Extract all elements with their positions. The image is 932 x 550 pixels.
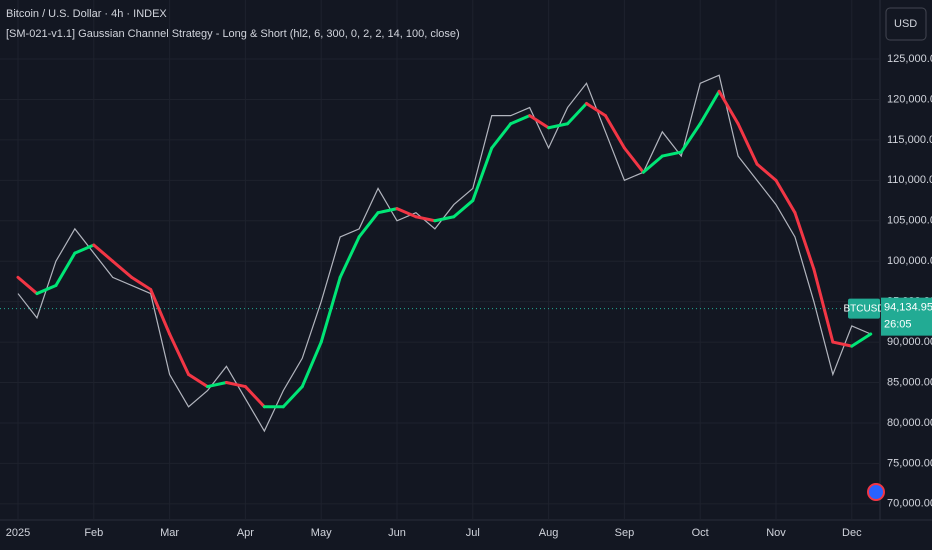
price-line [17, 74, 871, 433]
channel-segment [300, 340, 323, 389]
currency-button[interactable] [885, 7, 927, 41]
channel-segment [585, 102, 607, 118]
y-tick-label: 90,000.00 [887, 336, 932, 348]
x-tick-label: 2025 [6, 527, 30, 539]
channel-segment [243, 385, 266, 409]
channel-segment [281, 385, 304, 409]
y-tick-label: 80,000.00 [887, 417, 932, 429]
channel-segment [376, 207, 399, 215]
channel-segment [622, 146, 645, 174]
channel-segment [755, 162, 778, 182]
channel-segment [850, 332, 873, 348]
x-tick-label: Apr [237, 527, 254, 539]
channel-segment [206, 381, 228, 389]
channel-segment [736, 122, 759, 166]
y-tick-label: 85,000.00 [887, 376, 932, 388]
x-tick-label: Feb [84, 527, 103, 539]
strategy-label: [SM-021-v1.1] Gaussian Channel Strategy … [6, 28, 460, 40]
x-tick-label: Jun [388, 527, 406, 539]
channel-segment [187, 372, 209, 389]
y-tick-label: 75,000.00 [887, 457, 932, 469]
channel-segment [452, 199, 475, 219]
channel-segment [528, 114, 551, 130]
channel-segment [130, 275, 153, 292]
y-tick-label: 125,000.00 [887, 53, 932, 65]
flag-icon[interactable] [867, 483, 885, 501]
channel-segment [92, 243, 115, 263]
x-tick-label: Sep [615, 527, 635, 539]
channel-segment [603, 114, 626, 150]
x-tick-label: Nov [766, 527, 786, 539]
currency-label[interactable]: USD [894, 18, 917, 30]
y-tick-label: 110,000.00 [887, 174, 932, 186]
y-tick-label: 115,000.00 [887, 134, 932, 146]
channel-segment [111, 259, 134, 279]
channel-segment [224, 381, 247, 389]
countdown-label: 26:05 [884, 319, 912, 331]
y-tick-label: 105,000.00 [887, 215, 932, 227]
y-tick-label: 100,000.00 [887, 255, 932, 267]
x-tick-label: Mar [160, 527, 179, 539]
channel-segment [16, 275, 39, 296]
channel-segment [547, 122, 570, 130]
channel-segment [641, 154, 664, 174]
channel-segment [395, 207, 418, 219]
channel-segment [566, 102, 588, 126]
channel-segment [338, 235, 361, 279]
channel-segment [812, 267, 835, 344]
channel-segment [357, 211, 380, 239]
price-badge [881, 297, 932, 336]
channel-segment [509, 114, 532, 126]
symbol-badge [848, 298, 880, 319]
chart-title: Bitcoin / U.S. Dollar · 4h · INDEX [6, 8, 167, 20]
channel-segment [433, 215, 456, 223]
channel-segment [774, 178, 797, 215]
x-tick-label: Dec [842, 527, 862, 539]
channel-segment [698, 89, 721, 126]
channel-segment [149, 288, 172, 336]
channel-segment [73, 243, 96, 255]
last-price-label: 94,134.95 [884, 302, 932, 314]
x-tick-label: Aug [539, 527, 559, 539]
symbol-label: BTCUSD [843, 303, 884, 314]
channel-segment [54, 251, 77, 287]
channel-segment [717, 89, 740, 126]
x-tick-label: May [311, 527, 332, 539]
y-tick-label: 70,000.00 [887, 498, 932, 510]
channel-segment [471, 146, 494, 203]
channel-segment [168, 332, 191, 376]
channel-segment [679, 122, 702, 154]
channel-segment [319, 275, 342, 344]
channel-segment [793, 211, 816, 271]
x-tick-label: Oct [692, 527, 709, 539]
channel-segment [490, 122, 513, 150]
channel-segment [831, 340, 854, 348]
y-tick-label: 120,000.00 [887, 93, 932, 105]
channel-segment [414, 215, 437, 223]
channel-segment [35, 283, 58, 296]
x-tick-label: Jul [466, 527, 480, 539]
channel-segment [660, 150, 683, 158]
